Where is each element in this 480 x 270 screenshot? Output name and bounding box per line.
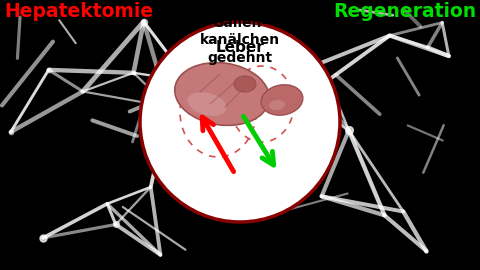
Text: Hepatektomie: Hepatektomie [4,2,153,21]
Text: Gallen-
kanälchen
gedehnt: Gallen- kanälchen gedehnt [200,16,280,65]
Ellipse shape [234,76,256,92]
Ellipse shape [269,100,285,110]
Text: Regeneration: Regeneration [333,2,476,21]
Ellipse shape [188,92,227,116]
Ellipse shape [175,63,269,125]
Text: Leber: Leber [216,40,264,55]
Ellipse shape [261,85,303,115]
Circle shape [140,22,340,222]
